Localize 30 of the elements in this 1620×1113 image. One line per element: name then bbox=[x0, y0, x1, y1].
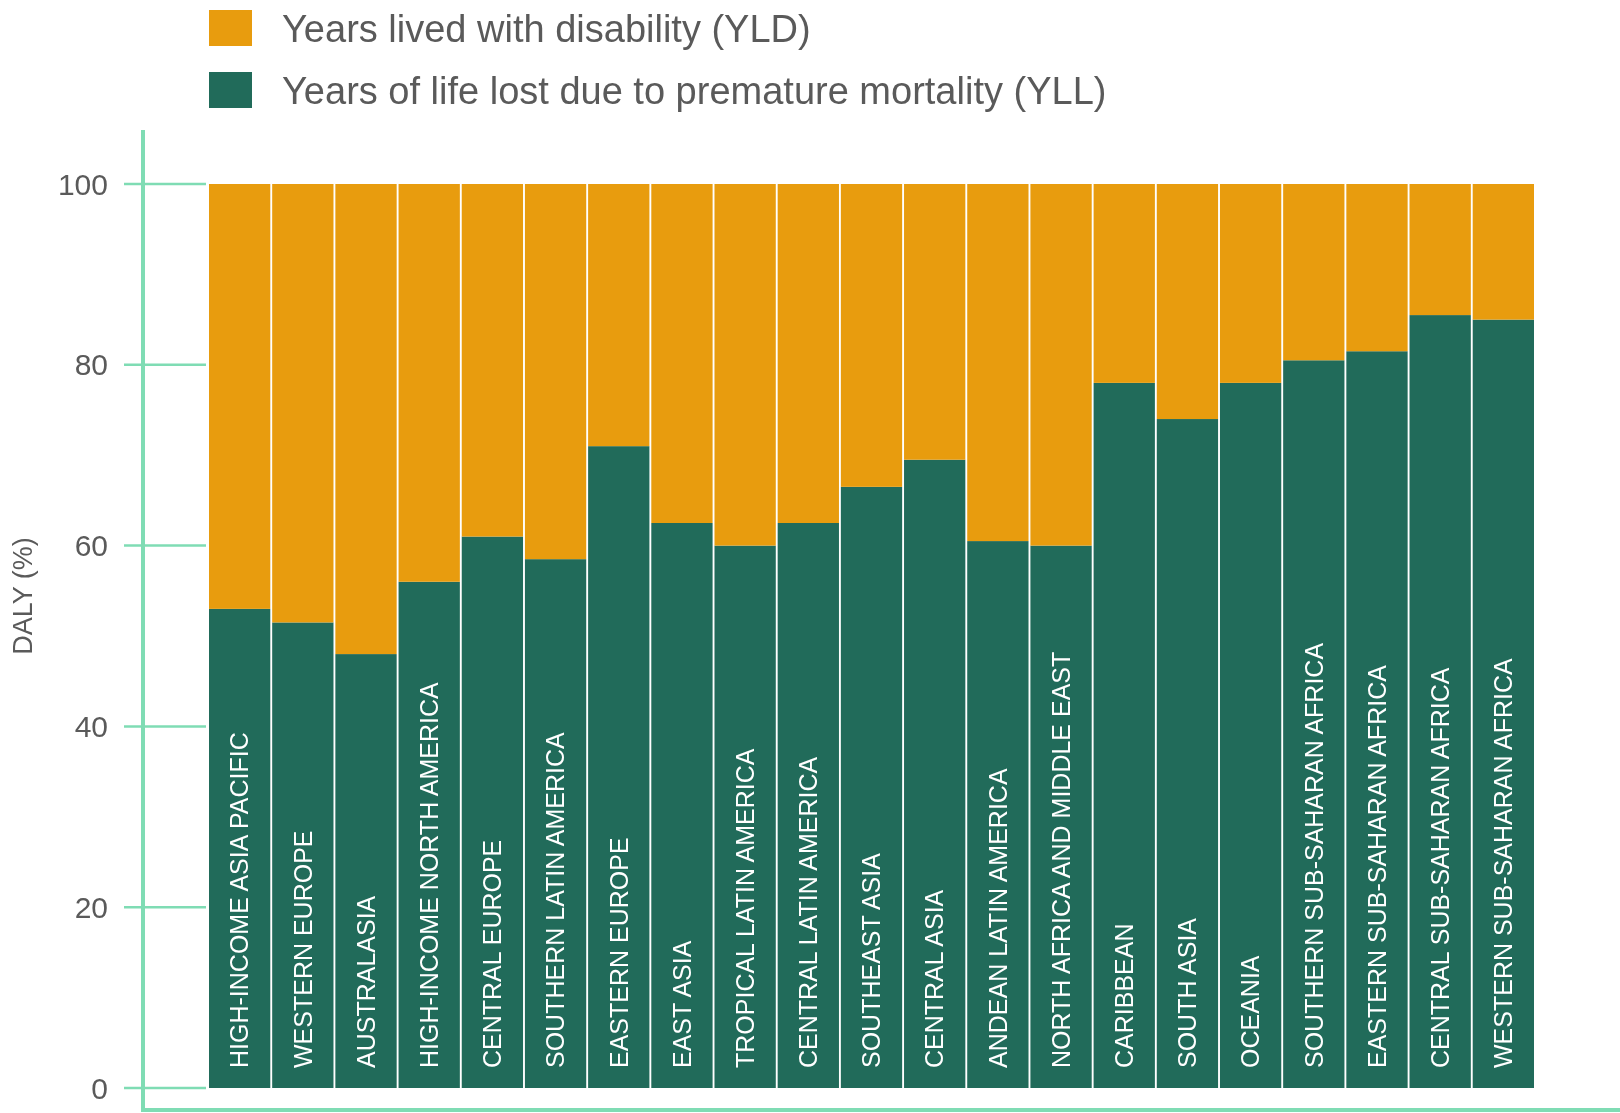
x-tick-label: TROPICAL LATIN AMERICA bbox=[730, 748, 759, 1068]
x-tick-label: CENTRAL EUROPE bbox=[478, 839, 507, 1068]
x-tick-label: CENTRAL LATIN AMERICA bbox=[794, 756, 823, 1068]
x-tick-label: WESTERN SUB-SAHARAN AFRICA bbox=[1489, 657, 1518, 1068]
y-tick-label: 60 bbox=[74, 529, 108, 563]
x-tick-label: HIGH-INCOME NORTH AMERICA bbox=[414, 682, 443, 1068]
x-tick-label: ANDEAN LATIN AMERICA bbox=[983, 768, 1012, 1068]
x-tick-label: WESTERN EUROPE bbox=[288, 830, 317, 1068]
x-tick-label: CENTRAL ASIA bbox=[920, 889, 949, 1068]
y-tick-label: 0 bbox=[91, 1071, 108, 1105]
x-tick-label: NORTH AFRICA AND MIDDLE EAST bbox=[1046, 651, 1075, 1068]
x-tick-label: SOUTHERN SUB-SAHARAN AFRICA bbox=[1299, 642, 1328, 1068]
x-tick-label: OCEANIA bbox=[1236, 955, 1265, 1068]
y-axis-title: DALY (%) bbox=[8, 537, 38, 655]
x-tick-label: EAST ASIA bbox=[667, 940, 696, 1068]
y-tick-label: 100 bbox=[57, 167, 108, 201]
x-tick-label: SOUTH ASIA bbox=[1173, 917, 1202, 1068]
legend-label: Years lived with disability (YLD) bbox=[282, 8, 811, 50]
y-tick-label: 80 bbox=[74, 348, 108, 382]
y-tick-label: 20 bbox=[74, 890, 108, 924]
y-tick-label: 40 bbox=[74, 709, 108, 743]
x-tick-label: CENTRAL SUB-SAHARAN AFRICA bbox=[1425, 667, 1454, 1068]
x-tick-label: SOUTHERN LATIN AMERICA bbox=[541, 731, 570, 1068]
x-tick-label: EASTERN SUB-SAHARAN AFRICA bbox=[1362, 664, 1391, 1068]
x-tick-label: AUSTRALASIA bbox=[351, 895, 380, 1068]
legend-label: Years of life lost due to premature mortality (YLL) bbox=[282, 70, 1107, 112]
x-tick-label: HIGH-INCOME ASIA PACIFIC bbox=[225, 732, 254, 1068]
x-tick-label: CARIBBEAN bbox=[1109, 923, 1138, 1068]
x-tick-label: SOUTHEAST ASIA bbox=[857, 852, 886, 1068]
x-tick-label: EASTERN EUROPE bbox=[604, 837, 633, 1068]
